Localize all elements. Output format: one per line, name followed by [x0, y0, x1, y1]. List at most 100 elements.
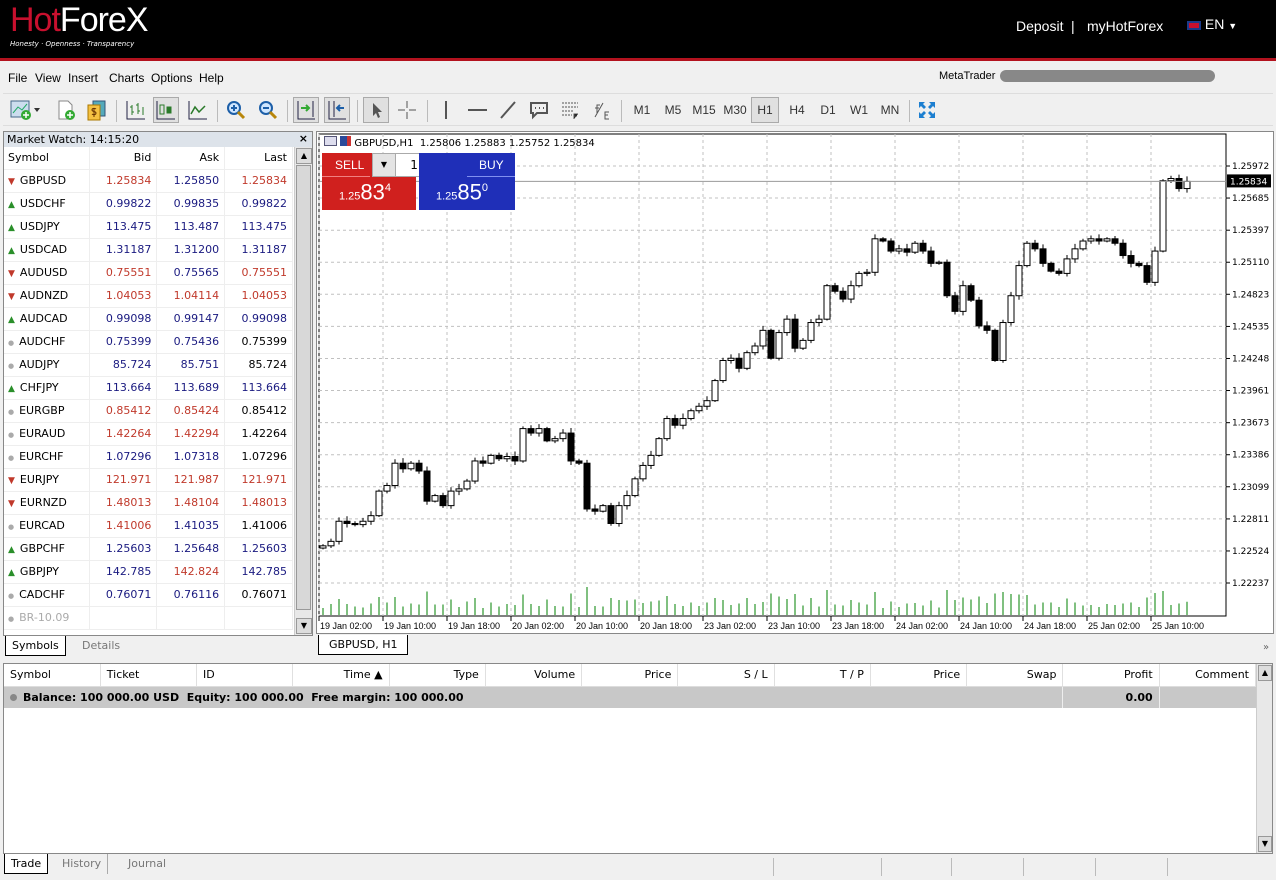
symbol-cell[interactable]: ● EURCAD — [4, 514, 90, 538]
tab-symbols[interactable]: Symbols — [5, 636, 66, 656]
market-watch-row[interactable]: ▲ USDCHF 0.99822 0.99835 0.99822 — [4, 192, 293, 216]
market-watch-row[interactable]: ▼ EURNZD 1.48013 1.48104 1.48013 — [4, 491, 293, 515]
scroll-up-icon[interactable]: ▲ — [1258, 665, 1272, 681]
tab-details[interactable]: Details — [82, 639, 121, 652]
plot-area[interactable] — [318, 133, 1227, 617]
trading-button[interactable] — [83, 97, 109, 123]
market-watch-row[interactable]: ▲ GBPJPY 142.785 142.824 142.785 — [4, 560, 293, 584]
symbol-cell[interactable]: ▼ EURJPY — [4, 468, 90, 492]
symbol-cell[interactable]: ▼ AUDUSD — [4, 261, 90, 285]
column-comment[interactable]: Comment — [1159, 664, 1257, 687]
market-watch-row[interactable]: ▲ AUDCAD 0.99098 0.99147 0.99098 — [4, 307, 293, 331]
column-symbol[interactable]: Symbol — [4, 147, 90, 170]
column-type[interactable]: Type — [389, 664, 486, 687]
crosshair-button[interactable] — [394, 97, 420, 123]
vertical-line-button[interactable] — [433, 97, 459, 123]
market-watch-row[interactable]: ▲ USDCAD 1.31187 1.31200 1.31187 — [4, 238, 293, 262]
column-ticket[interactable]: Ticket — [100, 664, 198, 687]
scroll-down-icon[interactable]: ▼ — [296, 618, 312, 634]
menu-options[interactable]: Options — [151, 71, 193, 85]
market-watch-row[interactable]: ● BR-10.09 — [4, 606, 293, 630]
new-order-button[interactable] — [53, 97, 79, 123]
fibonacci-button[interactable] — [557, 97, 583, 123]
column-symbol[interactable]: Symbol — [4, 664, 101, 687]
tab-chart-gbpusd-h1[interactable]: GBPUSD, H1 — [318, 635, 409, 655]
column-profit[interactable]: Profit — [1062, 664, 1160, 687]
horizontal-line-button[interactable] — [464, 97, 490, 123]
menu-charts[interactable]: Charts — [109, 71, 145, 85]
symbol-cell[interactable]: ▲ USDCHF — [4, 192, 90, 216]
column-s-l[interactable]: S / L — [677, 664, 775, 687]
tab-trade[interactable]: Trade — [4, 854, 49, 874]
trade-scrollbar[interactable]: ▲ ▼ — [1256, 664, 1272, 853]
symbol-cell[interactable]: ▼ AUDNZD — [4, 284, 90, 308]
bar-chart-button[interactable] — [123, 97, 149, 123]
market-watch-scrollbar[interactable]: ▲ ▼ — [294, 147, 312, 635]
market-watch-row[interactable]: ● EURAUD 1.42264 1.42294 1.42264 — [4, 422, 293, 446]
market-watch-row[interactable]: ● EURGBP 0.85412 0.85424 0.85412 — [4, 399, 293, 423]
symbol-cell[interactable]: ● EURAUD — [4, 422, 90, 446]
close-icon[interactable]: × — [298, 132, 308, 145]
symbol-cell[interactable]: ▲ AUDCAD — [4, 307, 90, 331]
column-bid[interactable]: Bid — [89, 147, 158, 170]
decrease-volume-button[interactable]: ▼ — [373, 154, 396, 176]
more-tabs-icon[interactable]: » — [1263, 642, 1270, 653]
market-watch-row[interactable]: ● CADCHF 0.76071 0.76116 0.76071 — [4, 583, 293, 607]
tab-journal[interactable]: Journal — [128, 857, 167, 870]
indicators-button[interactable] — [588, 97, 614, 123]
line-chart-button[interactable] — [185, 97, 211, 123]
text-label-button[interactable] — [526, 97, 552, 123]
new-chart-button[interactable] — [8, 97, 44, 123]
symbol-cell[interactable]: ▲ GBPCHF — [4, 537, 90, 561]
market-watch-row[interactable]: ▼ GBPUSD 1.25834 1.25850 1.25834 — [4, 169, 293, 193]
market-watch-row[interactable]: ● EURCAD 1.41006 1.41035 1.41006 — [4, 514, 293, 538]
menu-file[interactable]: File — [8, 71, 28, 85]
symbol-cell[interactable]: ▲ GBPJPY — [4, 560, 90, 584]
market-watch-row[interactable]: ▼ AUDUSD 0.75551 0.75565 0.75551 — [4, 261, 293, 285]
zoom-out-button[interactable] — [255, 97, 281, 123]
market-watch-row[interactable]: ● EURCHF 1.07296 1.07318 1.07296 — [4, 445, 293, 469]
symbol-cell[interactable]: ▲ USDCAD — [4, 238, 90, 262]
market-watch-row[interactable]: ▼ EURJPY 121.971 121.987 121.971 — [4, 468, 293, 492]
timeframe-mn[interactable]: MN — [880, 103, 900, 117]
timeframe-w1[interactable]: W1 — [850, 103, 868, 117]
column-last[interactable]: Last — [224, 147, 293, 170]
column-volume[interactable]: Volume — [485, 664, 583, 687]
market-watch-row[interactable]: ● AUDCHF 0.75399 0.75436 0.75399 — [4, 330, 293, 354]
candlestick-chart-button[interactable] — [153, 97, 179, 123]
timeframe-m30[interactable]: M30 — [723, 103, 747, 117]
scroll-up-icon[interactable]: ▲ — [296, 148, 312, 164]
symbol-cell[interactable]: ● EURCHF — [4, 445, 90, 469]
timeframe-m15[interactable]: M15 — [692, 103, 716, 117]
tab-history[interactable]: History — [56, 854, 109, 874]
symbol-cell[interactable]: ● AUDCHF — [4, 330, 90, 354]
fullscreen-button[interactable] — [914, 97, 940, 123]
timeframe-m1[interactable]: M1 — [633, 103, 651, 117]
column-price[interactable]: Price — [870, 664, 968, 687]
timeframe-h4[interactable]: H4 — [789, 103, 805, 117]
symbol-cell[interactable]: ● AUDJPY — [4, 353, 90, 377]
menu-insert[interactable]: Insert — [68, 71, 99, 85]
menu-view[interactable]: View — [35, 71, 61, 85]
timeframe-m5[interactable]: M5 — [664, 103, 682, 117]
scroll-thumb[interactable] — [296, 165, 311, 610]
deposit-link[interactable]: Deposit — [1016, 18, 1064, 34]
market-watch-row[interactable]: ▲ USDJPY 113.475 113.487 113.475 — [4, 215, 293, 239]
chart-shift-button[interactable] — [324, 97, 350, 123]
column-ask[interactable]: Ask — [156, 147, 226, 170]
cursor-tool-button[interactable] — [363, 97, 389, 123]
trendline-button[interactable] — [495, 97, 521, 123]
column-swap[interactable]: Swap — [966, 664, 1064, 687]
market-watch-row[interactable]: ▲ GBPCHF 1.25603 1.25648 1.25603 — [4, 537, 293, 561]
market-watch-row[interactable]: ▼ AUDNZD 1.04053 1.04114 1.04053 — [4, 284, 293, 308]
hotforex-logo[interactable]: HotForeX — [10, 1, 149, 39]
timeframe-d1[interactable]: D1 — [820, 103, 836, 117]
symbol-cell[interactable]: ● BR-10.09 — [4, 606, 90, 630]
zoom-in-button[interactable] — [223, 97, 249, 123]
market-watch-row[interactable]: ● AUDJPY 85.724 85.751 85.724 — [4, 353, 293, 377]
column-price[interactable]: Price — [581, 664, 679, 687]
scroll-down-icon[interactable]: ▼ — [1258, 836, 1272, 852]
column-t-p[interactable]: T / P — [774, 664, 871, 687]
symbol-cell[interactable]: ● CADCHF — [4, 583, 90, 607]
column-time[interactable]: Time ▲ — [292, 664, 390, 687]
